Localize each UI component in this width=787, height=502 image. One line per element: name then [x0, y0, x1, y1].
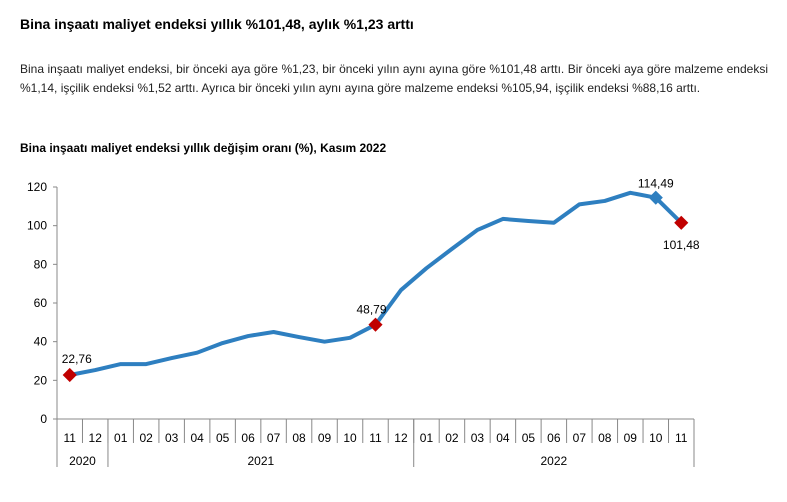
x-tick-label: 06 [241, 431, 255, 445]
data-label: 48,79 [356, 303, 386, 317]
x-tick-label: 11 [64, 431, 77, 445]
x-tick-label: 10 [649, 431, 663, 445]
data-marker [368, 317, 383, 332]
x-tick-label: 04 [496, 431, 510, 445]
x-tick-label: 11 [675, 431, 688, 445]
summary-paragraph: Bina inşaatı maliyet endeksi, bir önceki… [20, 62, 768, 95]
year-label: 2021 [247, 454, 274, 468]
x-tick-label: 10 [343, 431, 357, 445]
data-marker [674, 215, 689, 230]
x-tick-label: 01 [114, 431, 128, 445]
data-marker [62, 367, 77, 383]
y-tick-label: 60 [34, 296, 48, 310]
data-label: 114,49 [638, 177, 674, 191]
x-tick-label: 05 [522, 431, 536, 445]
x-tick-label: 08 [292, 431, 306, 445]
y-tick-label: 40 [34, 335, 48, 349]
y-tick-label: 0 [40, 412, 47, 426]
y-tick-label: 20 [34, 373, 48, 387]
y-tick-label: 100 [27, 219, 47, 233]
year-label: 2022 [541, 454, 568, 468]
x-tick-label: 11 [369, 431, 382, 445]
x-tick-label: 05 [216, 431, 230, 445]
x-tick-label: 08 [598, 431, 612, 445]
x-tick-label: 09 [624, 431, 638, 445]
x-tick-label: 12 [394, 431, 408, 445]
x-tick-label: 02 [140, 431, 154, 445]
x-tick-label: 07 [573, 431, 587, 445]
headline: Bina inşaatı maliyet endeksi yıllık %101… [20, 16, 414, 32]
data-marker [648, 190, 663, 205]
x-tick-label: 09 [318, 431, 332, 445]
x-tick-label: 03 [471, 431, 485, 445]
x-tick-label: 01 [420, 431, 434, 445]
x-tick-label: 03 [165, 431, 179, 445]
year-label: 2020 [69, 454, 96, 468]
chart-title: Bina inşaatı maliyet endeksi yıllık deği… [20, 141, 387, 155]
x-tick-label: 04 [190, 431, 204, 445]
data-label: 101,48 [663, 238, 700, 252]
x-tick-label: 07 [267, 431, 281, 445]
series-line [69, 190, 683, 377]
y-tick-label: 120 [27, 180, 47, 194]
y-tick-label: 80 [34, 257, 48, 271]
x-tick-label: 12 [89, 431, 103, 445]
x-tick-label: 06 [547, 431, 561, 445]
data-label: 22,76 [62, 352, 92, 366]
x-tick-label: 02 [445, 431, 459, 445]
